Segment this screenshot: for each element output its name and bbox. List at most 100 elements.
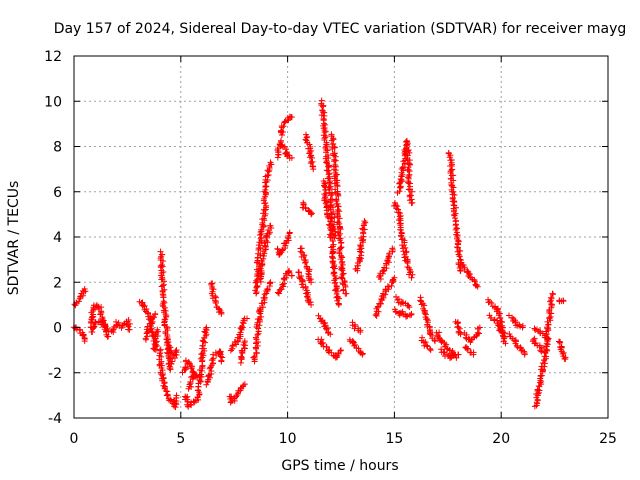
data-point [186,360,193,367]
data-point [286,229,293,236]
data-point [102,322,109,329]
data-point [519,324,526,331]
data-point [241,338,248,345]
data-point [513,342,520,349]
data-point [327,218,334,225]
data-point [471,278,478,285]
data-point [334,288,341,295]
data-point [199,342,206,349]
data-point [392,308,399,315]
data-point [113,318,120,325]
data-point [200,338,207,345]
data-point [539,366,546,373]
data-point [372,311,379,318]
data-point [438,346,445,353]
data-point [493,317,500,324]
data-point [318,112,325,119]
y-axis-title: SDTVAR / TECUs [6,181,22,296]
data-point [169,358,176,365]
data-layer [70,97,569,411]
data-point [474,283,481,290]
data-point [241,381,248,388]
data-point [173,392,180,399]
data-point [162,316,169,323]
data-point [167,344,174,351]
data-point [336,249,343,256]
data-point [338,266,345,273]
data-point [352,265,359,272]
data-point [329,258,336,265]
data-point [279,281,286,288]
data-point [152,310,159,317]
data-point [427,331,434,338]
data-point [357,329,364,336]
x-tick-label: 0 [70,431,79,447]
data-point [446,346,453,353]
y-tick-label: 2 [53,275,62,291]
data-point [259,304,266,311]
data-point [354,262,361,269]
data-point [302,258,309,265]
data-point [163,323,170,330]
data-point [199,362,206,369]
data-point [300,284,307,291]
y-tick-label: -4 [48,411,62,427]
data-point [319,317,326,324]
data-point [470,351,477,358]
data-point [401,254,408,261]
data-point [427,345,434,352]
data-point [332,279,339,286]
data-point [234,334,241,341]
data-point [321,112,328,119]
data-point [328,137,335,144]
data-point [172,348,179,355]
y-tick-label: 0 [53,321,62,337]
data-point [288,154,295,161]
data-point [402,244,409,251]
data-point [251,353,258,360]
data-point [283,146,290,153]
x-tick-label: 25 [599,431,617,447]
data-point [261,291,268,298]
data-point [545,335,552,342]
data-point [421,302,428,309]
data-point [500,333,507,340]
data-point [380,267,387,274]
data-point [499,329,506,336]
data-point [457,256,464,263]
data-point [306,149,313,156]
data-point [258,240,265,247]
data-point [394,203,401,210]
data-point [359,351,366,358]
data-point [258,313,265,320]
data-point [143,326,150,333]
data-point [88,314,95,321]
data-point [227,399,234,406]
data-point [278,127,285,134]
x-tick-label: 10 [279,431,297,447]
data-point [362,219,369,226]
data-point [308,279,315,286]
data-point [450,172,457,179]
data-point [281,275,288,282]
data-point [173,347,180,354]
data-point [253,349,260,356]
data-point [165,339,172,346]
data-point [267,279,274,286]
data-point [389,245,396,252]
data-point [321,129,328,136]
data-point [285,116,292,123]
data-point [446,355,453,362]
data-point [331,261,338,268]
data-point [380,290,387,297]
data-point [440,349,447,356]
data-point [163,392,170,399]
data-point [361,218,368,225]
data-point [457,267,464,274]
data-point [230,342,237,349]
data-point [329,190,336,197]
data-point [315,312,322,319]
data-point [162,387,169,394]
data-point [406,304,413,311]
